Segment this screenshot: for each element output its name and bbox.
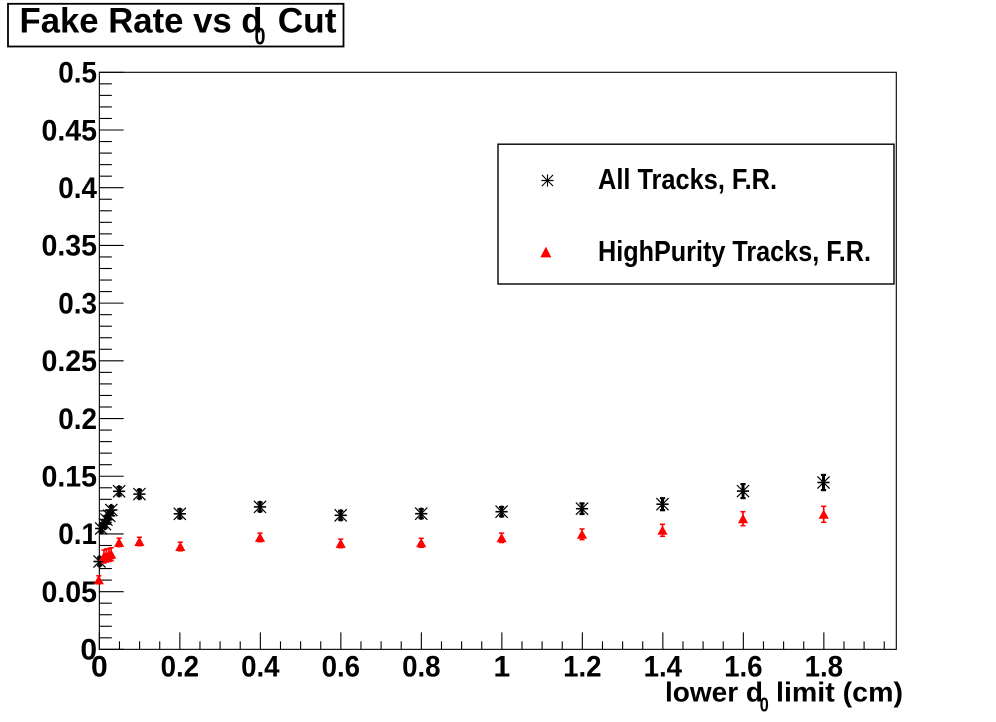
svg-text:0: 0: [80, 634, 97, 667]
svg-text:0: 0: [91, 651, 108, 684]
svg-text:1.6: 1.6: [724, 651, 763, 684]
svg-text:0.1: 0.1: [58, 518, 97, 551]
svg-text:0.25: 0.25: [42, 345, 98, 378]
svg-text:All Tracks, F.R.: All Tracks, F.R.: [598, 164, 777, 196]
svg-text:limit (cm): limit (cm): [776, 677, 903, 708]
svg-text:1.4: 1.4: [644, 651, 683, 684]
svg-text:0.2: 0.2: [161, 651, 200, 684]
svg-text:0.6: 0.6: [322, 651, 361, 684]
svg-text:HighPurity Tracks, F.R.: HighPurity Tracks, F.R.: [598, 236, 871, 268]
svg-text:0: 0: [760, 695, 769, 717]
svg-text:1.2: 1.2: [563, 651, 602, 684]
svg-text:1.8: 1.8: [805, 651, 844, 684]
svg-text:0.2: 0.2: [58, 403, 97, 436]
svg-text:Cut: Cut: [278, 1, 337, 40]
svg-text:0.8: 0.8: [402, 651, 441, 684]
svg-text:0.15: 0.15: [42, 461, 98, 494]
svg-text:0: 0: [255, 23, 266, 50]
svg-text:0.5: 0.5: [58, 57, 97, 90]
svg-text:1: 1: [494, 651, 511, 684]
svg-text:0.05: 0.05: [42, 576, 98, 609]
svg-text:lower d: lower d: [665, 677, 763, 708]
svg-text:0.35: 0.35: [42, 230, 98, 263]
svg-text:0.3: 0.3: [58, 287, 97, 320]
svg-text:0.4: 0.4: [58, 172, 97, 205]
svg-text:0.4: 0.4: [241, 651, 280, 684]
svg-text:Fake Rate vs d: Fake Rate vs d: [20, 1, 263, 40]
svg-text:0.45: 0.45: [42, 114, 98, 147]
